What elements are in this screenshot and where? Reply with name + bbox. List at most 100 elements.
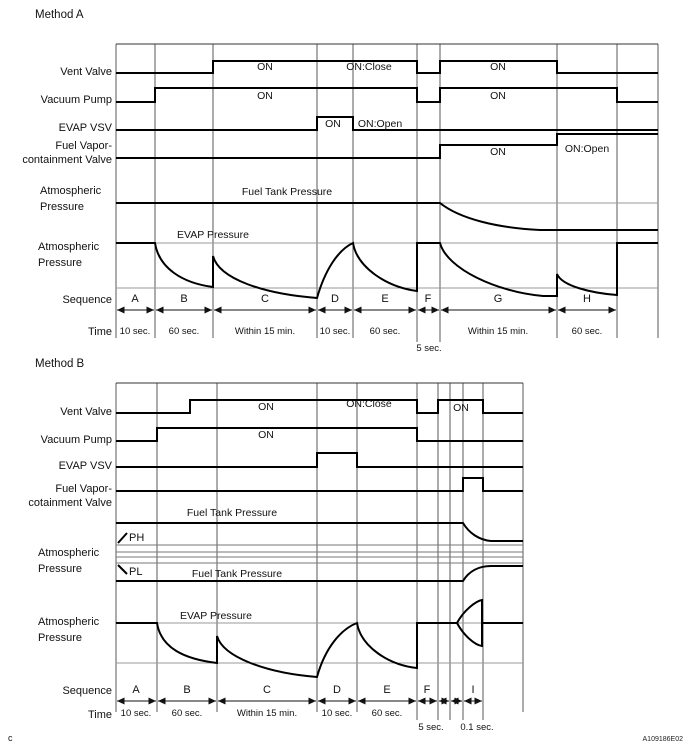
method-b-fuel-tank-pressure-label-1: Fuel Tank Pressure	[187, 507, 277, 519]
method-b-time-label: Time	[88, 709, 112, 721]
method-a-traces	[116, 60, 658, 300]
method-a-fuel-vapor-label-line2: containment Valve	[22, 154, 112, 166]
method-b-vacuum-on: ON	[258, 429, 274, 441]
sequence-letter: E	[381, 293, 388, 305]
method-b-sequence-label: Sequence	[62, 685, 112, 697]
time-value: 60 sec.	[372, 708, 403, 719]
method-a-vent-valve-trace	[116, 60, 658, 74]
method-b-traces	[116, 399, 523, 679]
method-a-evap-pressure-trace	[116, 241, 658, 300]
method-a-evap-vsv-label: EVAP VSV	[59, 122, 113, 134]
method-a-vent-valve-label: Vent Valve	[60, 66, 112, 78]
method-a-sequence-letters: A B C D E F G H	[131, 293, 591, 305]
time-value: 0.1 sec.	[460, 722, 493, 733]
method-b-atmospheric-1-label-line1: Atmospheric	[38, 547, 100, 559]
method-b-left-labels: Vent Valve Vacuum Pump EVAP VSV Fuel Vap…	[28, 406, 144, 721]
method-b-fuel-tank-pressure-label-2: Fuel Tank Pressure	[192, 568, 282, 580]
method-a-atmospheric-1-label-line2: Pressure	[40, 201, 84, 213]
method-b-evap-vsv-label: EVAP VSV	[59, 460, 113, 472]
sequence-letter: B	[180, 293, 187, 305]
time-value: 10 sec.	[120, 326, 151, 337]
method-a-fuel-vapor-valve-trace	[116, 133, 658, 159]
method-b-fuel-tank-pressure-upper-trace	[116, 522, 523, 542]
time-value: 60 sec.	[172, 708, 203, 719]
method-b-reference-lines	[116, 544, 523, 664]
method-a-time-label: Time	[88, 326, 112, 338]
sequence-letter: C	[261, 293, 269, 305]
method-b-fuel-tank-pressure-lower-trace	[116, 565, 523, 582]
sequence-letter: E	[383, 684, 390, 696]
method-b-vent-on-2: ON	[453, 402, 469, 414]
sequence-letter: I	[471, 684, 474, 696]
figure-code: A109186E02	[643, 736, 684, 743]
method-a-vacuum-pump-trace	[116, 87, 658, 103]
method-b-fuel-vapor-label-line2: cotainment Valve	[28, 497, 112, 509]
method-b-atmospheric-1-label-line2: Pressure	[38, 563, 82, 575]
method-b-atmospheric-2-label-line2: Pressure	[38, 632, 82, 644]
method-a-fuel-tank-pressure-trace	[116, 202, 658, 231]
method-b-time-values: 10 sec. 60 sec. Within 15 min. 10 sec. 6…	[121, 708, 494, 733]
method-a-annotations: ON ON:Close ON ON ON ON ON:Open ON ON:Op…	[177, 61, 609, 241]
method-a-atmospheric-1-label-line1: Atmospheric	[40, 185, 102, 197]
method-b-fuel-vapor-label-line1: Fuel Vapor-	[55, 483, 112, 495]
method-b-sequence-letters: A B C D E F I	[132, 684, 474, 696]
method-a-vent-on-1: ON	[257, 61, 273, 73]
pl-label: PL	[129, 566, 142, 578]
method-a-fvcv-on-open: ON:Open	[565, 143, 610, 155]
page-corner-mark: c	[8, 733, 13, 743]
method-a-atmospheric-2-label-line2: Pressure	[38, 257, 82, 269]
method-a-atmospheric-2-label-line1: Atmospheric	[38, 241, 100, 253]
method-b-vent-valve-label: Vent Valve	[60, 406, 112, 418]
method-a-sequence-label: Sequence	[62, 294, 112, 306]
time-value: 60 sec.	[169, 326, 200, 337]
time-value: Within 15 min.	[237, 708, 297, 719]
method-a-vsv-on: ON	[325, 118, 341, 130]
method-a-vent-on-2: ON	[490, 61, 506, 73]
time-value: 10 sec.	[322, 708, 353, 719]
time-value: 10 sec.	[320, 326, 351, 337]
time-value: 10 sec.	[121, 708, 152, 719]
time-value: 5 sec.	[416, 343, 441, 354]
method-b-vacuum-pump-label: Vacuum Pump	[41, 434, 112, 446]
method-b-fuel-vapor-valve-trace	[116, 477, 523, 492]
sequence-letter: D	[331, 293, 339, 305]
method-a-fuel-vapor-label-line1: Fuel Vapor-	[55, 140, 112, 152]
method-a-left-labels: Vent Valve Vacuum Pump EVAP VSV Fuel Vap…	[22, 66, 112, 338]
method-b-vacuum-pump-trace	[116, 427, 523, 442]
method-b-vent-on-close: ON:Close	[346, 398, 392, 410]
pl-pointer	[117, 564, 128, 575]
sequence-letter: F	[425, 293, 432, 305]
sequence-letter: B	[183, 684, 190, 696]
method-b-evap-pressure-label: EVAP Pressure	[180, 610, 252, 622]
time-value: Within 15 min.	[235, 326, 295, 337]
method-a-fvcv-on: ON	[490, 146, 506, 158]
method-a-title: Method A	[35, 9, 84, 21]
method-b-evap-vsv-trace	[116, 452, 523, 468]
time-value: 60 sec.	[572, 326, 603, 337]
method-b-title: Method B	[35, 358, 85, 370]
method-a-vent-on-close: ON:Close	[346, 61, 392, 73]
method-b-annotations: ON ON:Close ON ON Fuel Tank Pressure Fue…	[180, 398, 469, 622]
method-a-fuel-tank-pressure-label: Fuel Tank Pressure	[242, 186, 332, 198]
method-a-vacuum-on-2: ON	[490, 90, 506, 102]
ph-label: PH	[129, 532, 144, 544]
sequence-letter: D	[333, 684, 341, 696]
method-a-evap-pressure-label: EVAP Pressure	[177, 229, 249, 241]
sequence-letter: A	[131, 293, 139, 305]
ph-pointer	[117, 532, 128, 544]
method-b-gridlines	[115, 382, 524, 720]
method-a-vacuum-pump-label: Vacuum Pump	[41, 94, 112, 106]
time-value: 60 sec.	[370, 326, 401, 337]
sequence-letter: F	[424, 684, 431, 696]
method-b-evap-pressure-trace	[116, 621, 457, 679]
sequence-letter: G	[494, 293, 503, 305]
time-value: 5 sec.	[418, 722, 443, 733]
method-a-evap-vsv-trace	[116, 116, 658, 131]
method-a-vsv-on-open: ON:Open	[358, 118, 403, 130]
time-value: Within 15 min.	[468, 326, 528, 337]
method-b-vent-valve-trace	[116, 399, 523, 414]
method-b-vent-on-1: ON	[258, 401, 274, 413]
sequence-letter: C	[263, 684, 271, 696]
